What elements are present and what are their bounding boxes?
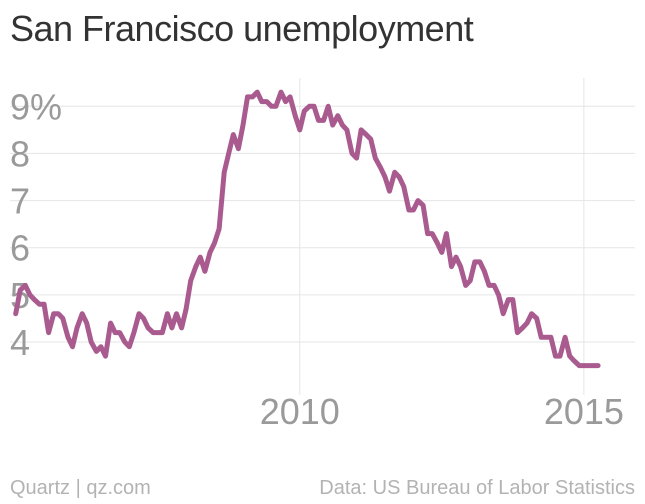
gridlines <box>10 78 635 395</box>
chart-title: San Francisco unemployment <box>10 8 474 49</box>
x-axis-ticks: 2010 2015 <box>260 391 624 432</box>
footer-source-right: Data: US Bureau of Labor Statistics <box>319 477 635 499</box>
y-tick-label: 4 <box>10 322 30 363</box>
footer-source-left: Quartz | qz.com <box>10 477 151 499</box>
y-tick-label: 7 <box>10 181 30 222</box>
y-tick-label: 8 <box>10 133 30 174</box>
x-tick-label: 2015 <box>544 391 624 432</box>
y-tick-label: 6 <box>10 228 30 269</box>
series-line-unemployment <box>13 89 601 369</box>
x-tick-label: 2010 <box>260 391 340 432</box>
y-tick-label: 9% <box>10 86 62 127</box>
